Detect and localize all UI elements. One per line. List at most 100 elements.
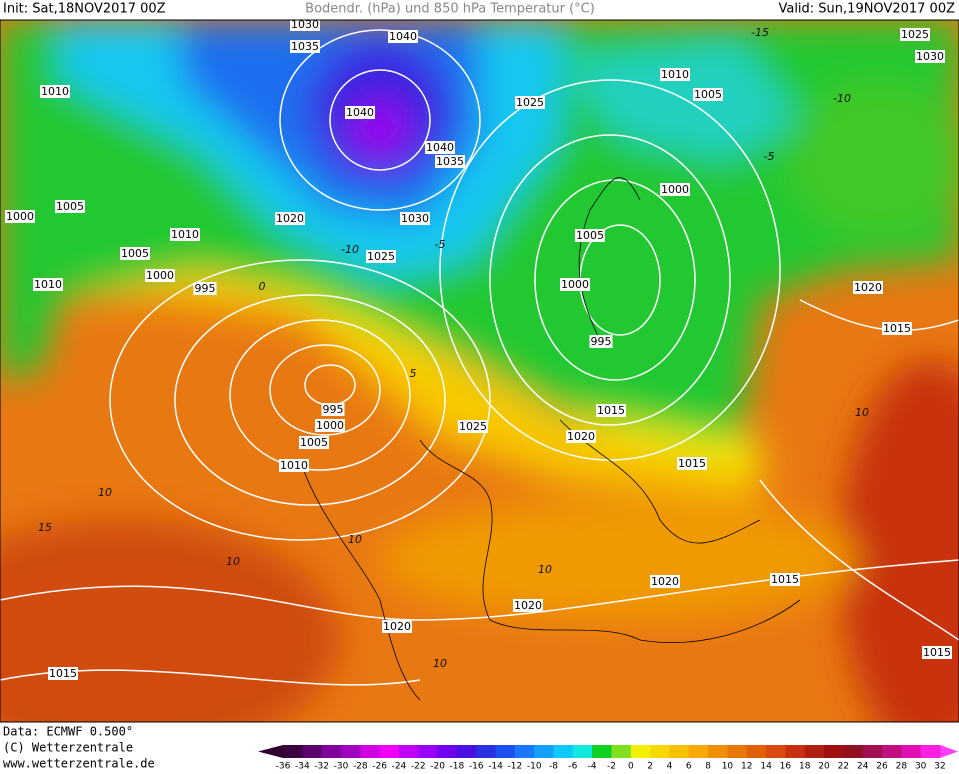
label-box xyxy=(290,40,320,53)
isobar-label: 1035 xyxy=(436,155,464,168)
colorbar-tick-label: 0 xyxy=(628,762,634,771)
colorbar-tick-label: 4 xyxy=(667,762,673,771)
label-box xyxy=(170,228,200,241)
temperature-label: 0 xyxy=(259,280,266,293)
label-box xyxy=(660,68,690,81)
colorbar-tick-label: -32 xyxy=(314,762,329,771)
label-box xyxy=(677,457,707,470)
label-box xyxy=(40,85,70,98)
colorbar-bin xyxy=(843,745,864,758)
label-box xyxy=(193,282,217,295)
label-box xyxy=(299,436,329,449)
isobar-label: 1025 xyxy=(516,96,544,109)
colorbar-tick-label: 20 xyxy=(818,762,830,771)
label-box xyxy=(5,210,35,223)
colorbar-bin xyxy=(920,745,941,758)
isobar-label: 1015 xyxy=(597,404,625,417)
colorbar-tick-label: 6 xyxy=(686,762,692,771)
isobar-label: 1015 xyxy=(771,573,799,586)
isobar-label: 1015 xyxy=(49,667,77,680)
colorbar-tick-label: -28 xyxy=(353,762,368,771)
isobar-label: 1020 xyxy=(383,620,411,633)
isobar-label: 1005 xyxy=(56,200,84,213)
colorbar: -36 -34 -32 -30 -28 -26 -24 -22 -20 -18 -16 -14 -12-… xyxy=(258,745,958,772)
colorbar-tick-label: -24 xyxy=(392,762,407,771)
isobar-label: 1005 xyxy=(300,436,328,449)
isobar-label: 995 xyxy=(195,282,216,295)
isobar-label: 1005 xyxy=(121,247,149,260)
label-box xyxy=(770,573,800,586)
isobar-label: 1040 xyxy=(346,106,374,119)
label-box xyxy=(513,599,543,612)
label-box xyxy=(145,269,175,282)
isobars xyxy=(0,29,959,686)
colorbar-bin xyxy=(785,745,806,758)
isobar-labels: 1030 1035 1040 1010 1040 1040 1035 1030 … xyxy=(5,20,952,680)
colorbar-bin xyxy=(688,745,709,758)
colorbar-tick-label: -16 xyxy=(469,762,484,771)
label-box xyxy=(279,459,309,472)
colorbar-tick-label: -36 xyxy=(276,762,291,771)
colorbar-under xyxy=(258,745,283,758)
label-box xyxy=(515,96,545,109)
map-title: Bodendr. (hPa) und 850 hPa Temperatur (°… xyxy=(305,2,595,17)
isobar-label: 1010 xyxy=(280,459,308,472)
isobar-label: 1020 xyxy=(854,281,882,294)
label-box xyxy=(922,646,952,659)
colorbar-bin xyxy=(398,745,419,758)
label-box xyxy=(290,20,320,31)
isobar-label: 1010 xyxy=(171,228,199,241)
colorbar-tick-label: -12 xyxy=(508,762,523,771)
label-box xyxy=(560,278,590,291)
colorbar-bin xyxy=(650,745,670,758)
colorbar-bin xyxy=(476,745,497,758)
temperature-label: -10 xyxy=(341,243,359,256)
colorbar-tick-label: 16 xyxy=(780,762,792,771)
isobar-label: 1000 xyxy=(146,269,174,282)
isobar-label: 1015 xyxy=(883,322,911,335)
label-box xyxy=(882,322,912,335)
isobar-label: 1010 xyxy=(661,68,689,81)
colorbar-tick-label: -10 xyxy=(527,762,542,771)
map-frame xyxy=(0,19,959,723)
label-box xyxy=(566,430,596,443)
colorbar-bin xyxy=(495,745,516,758)
isobar-label: 1040 xyxy=(426,141,454,154)
label-box xyxy=(321,403,345,416)
label-box xyxy=(650,575,680,588)
colorbar-over xyxy=(940,745,958,758)
isobar-label: 1025 xyxy=(459,420,487,433)
colorbar-tick-label: 28 xyxy=(896,762,908,771)
isobar-label: 1015 xyxy=(923,646,951,659)
isobar-label: 1000 xyxy=(316,419,344,432)
label-box xyxy=(400,212,430,225)
temperature-label: -15 xyxy=(751,26,769,39)
colorbar-tick-label: -6 xyxy=(568,762,577,771)
colorbar-bin xyxy=(572,745,593,758)
label-box xyxy=(900,28,930,41)
label-box xyxy=(575,229,605,242)
isobar-label: 1030 xyxy=(401,212,429,225)
colorbar-bin xyxy=(630,745,651,758)
isobar-label: 1020 xyxy=(514,599,542,612)
colorbar-bin xyxy=(302,745,323,758)
isobar-label: 995 xyxy=(591,335,612,348)
temperature-label: 10 xyxy=(538,563,552,576)
colorbar-tick-label: -8 xyxy=(549,762,558,771)
colorbar-tick-label: -30 xyxy=(334,762,349,771)
isobar-label: 1020 xyxy=(567,430,595,443)
label-box xyxy=(853,281,883,294)
colorbar-tick-label: -26 xyxy=(372,762,387,771)
colorbar-tick-label: -34 xyxy=(295,762,310,771)
isobar-label: 1035 xyxy=(291,40,319,53)
copyright: (C) Wetterzentrale xyxy=(3,741,133,755)
colorbar-bin xyxy=(708,745,728,758)
valid-time: Valid: Sun,19NOV2017 00Z xyxy=(778,2,955,17)
colorbar-bin xyxy=(534,745,555,758)
colorbar-bin xyxy=(882,745,902,758)
label-box xyxy=(589,335,613,348)
label-box xyxy=(458,420,488,433)
colorbar-tick-label: 30 xyxy=(915,762,927,771)
colorbar-tick-label: 24 xyxy=(857,762,869,771)
